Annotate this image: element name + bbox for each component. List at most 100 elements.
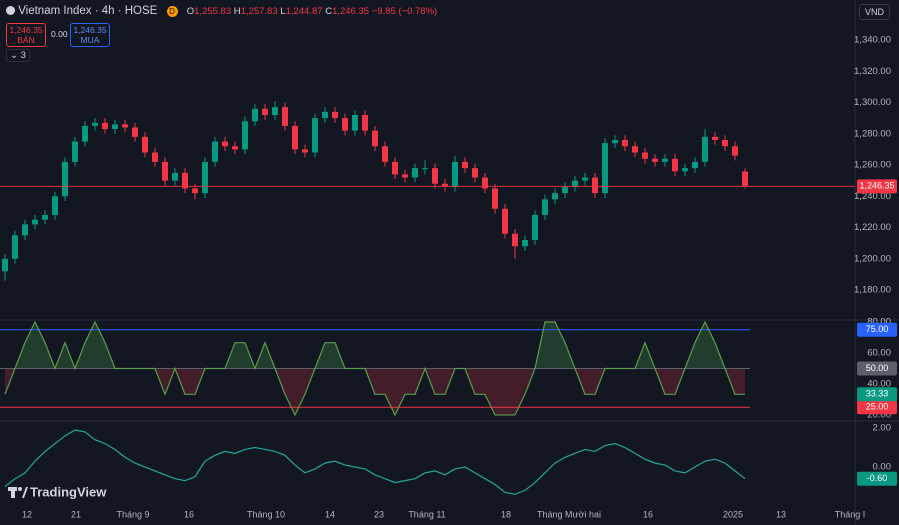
candle-body (662, 158, 668, 162)
candle-body (742, 171, 748, 187)
level-label-bg (857, 361, 897, 376)
x-tick-label: Tháng 10 (247, 509, 285, 519)
symbol-header: Vietnam Index · 4h · HOSE D O1,255.83 H1… (6, 5, 437, 17)
candle-body (132, 127, 138, 137)
y-tick-label: 1,240.00 (854, 191, 891, 202)
candle-body (192, 188, 198, 194)
candle-body (22, 224, 28, 236)
y-tick-label: 1,280.00 (854, 128, 891, 139)
x-tick-label: Tháng I (835, 509, 866, 519)
candle-body (232, 146, 238, 150)
candle-body (92, 122, 98, 126)
candle-body (462, 161, 468, 169)
candle-body (292, 125, 298, 150)
candle-body (472, 168, 478, 178)
y-tick-label: 60.00 (867, 348, 891, 359)
candle-body (692, 161, 698, 169)
candle-body (602, 143, 608, 194)
y-tick-label: 1,300.00 (854, 97, 891, 108)
buy-price: 1,246.35 (73, 25, 107, 35)
ohlc-key: C (325, 6, 333, 17)
indicator-line (4, 429, 746, 495)
y-tick-label: 0.00 (873, 462, 892, 473)
candle-body (672, 158, 678, 172)
market-badge[interactable]: D (166, 6, 178, 17)
candle-body (222, 141, 228, 147)
candle-body (552, 193, 558, 200)
sell-button[interactable]: 1,246.35 BÁN (6, 23, 46, 47)
candle-body (202, 161, 208, 194)
last-value-label-bg (857, 471, 897, 486)
ohlc-key: L (280, 6, 286, 17)
x-tick-label: Tháng 11 (408, 509, 445, 519)
change: −9.85 (−0.78%) (371, 6, 438, 17)
candle-body (282, 107, 288, 126)
candle-body (82, 125, 88, 142)
candle-body (32, 219, 38, 225)
last-price-label: 1,246.35 (859, 181, 894, 191)
x-tick-label: 18 (501, 509, 511, 519)
ohlc-value: 1,246.35 (332, 6, 370, 17)
candle-body (712, 136, 718, 140)
fill-above (5, 322, 745, 369)
candle-body (632, 146, 638, 153)
x-tick-label: 13 (776, 509, 786, 519)
candle-body (702, 136, 708, 162)
candle-body (372, 130, 378, 147)
candle-body (322, 111, 328, 119)
x-tick-label: 14 (325, 509, 335, 519)
candle-body (62, 161, 68, 197)
buy-label: MUA (80, 35, 100, 45)
candle-body (362, 115, 368, 131)
sell-label: BÁN (17, 35, 35, 45)
buy-button[interactable]: 1,246.35 MUA (70, 23, 110, 47)
level-label: 25.00 (866, 402, 889, 412)
candle-body (612, 140, 618, 144)
y-tick-label: 80.00 (867, 317, 891, 328)
candle-body (152, 152, 158, 162)
candle-body (242, 121, 248, 150)
indicator-toggle[interactable]: ⌄ 3 (6, 49, 30, 62)
last-value-label-bg (857, 387, 897, 402)
indicator-count: 3 (20, 50, 26, 61)
ohlc: O1,255.83 H1,257.83 L1,244.87 C1,246.35 … (187, 6, 437, 17)
candle-body (162, 161, 168, 181)
candle-body (2, 258, 8, 272)
level-label-bg (857, 322, 897, 337)
last-price-label-bg (857, 179, 897, 194)
currency-button[interactable]: VND (859, 4, 891, 20)
candle-body (562, 186, 568, 194)
x-tick-label: 23 (374, 509, 384, 519)
candle-body (642, 152, 648, 159)
candle-body (52, 196, 58, 215)
watermark-logo (8, 487, 28, 498)
symbol-title: Vietnam Index · 4h · HOSE (18, 5, 158, 17)
candle-body (102, 122, 108, 130)
candle-body (422, 168, 428, 170)
candle-body (412, 168, 418, 178)
candle-body (42, 215, 48, 220)
candle-body (332, 111, 338, 119)
candle-body (622, 140, 628, 147)
candle-body (342, 118, 348, 131)
ohlc-value: 1,257.83 (240, 6, 278, 17)
candle-body (262, 108, 268, 115)
candle-body (272, 107, 278, 115)
y-tick-label: 1,180.00 (854, 285, 891, 296)
candle-body (252, 108, 258, 122)
x-tick-label: Tháng Mười hai (537, 509, 601, 519)
fill-below (5, 369, 745, 415)
x-tick-label: 16 (643, 509, 653, 519)
candle-body (142, 136, 148, 153)
candle-body (452, 161, 458, 187)
candle-body (392, 161, 398, 175)
ohlc-value: 1,255.83 (194, 6, 232, 17)
level-label-bg (857, 400, 897, 415)
x-tick-label: 2025 (723, 509, 743, 519)
candle-body (492, 188, 498, 209)
level-label: 50.00 (866, 363, 889, 373)
candle-body (122, 124, 128, 128)
candle-body (512, 233, 518, 247)
candle-body (542, 199, 548, 215)
